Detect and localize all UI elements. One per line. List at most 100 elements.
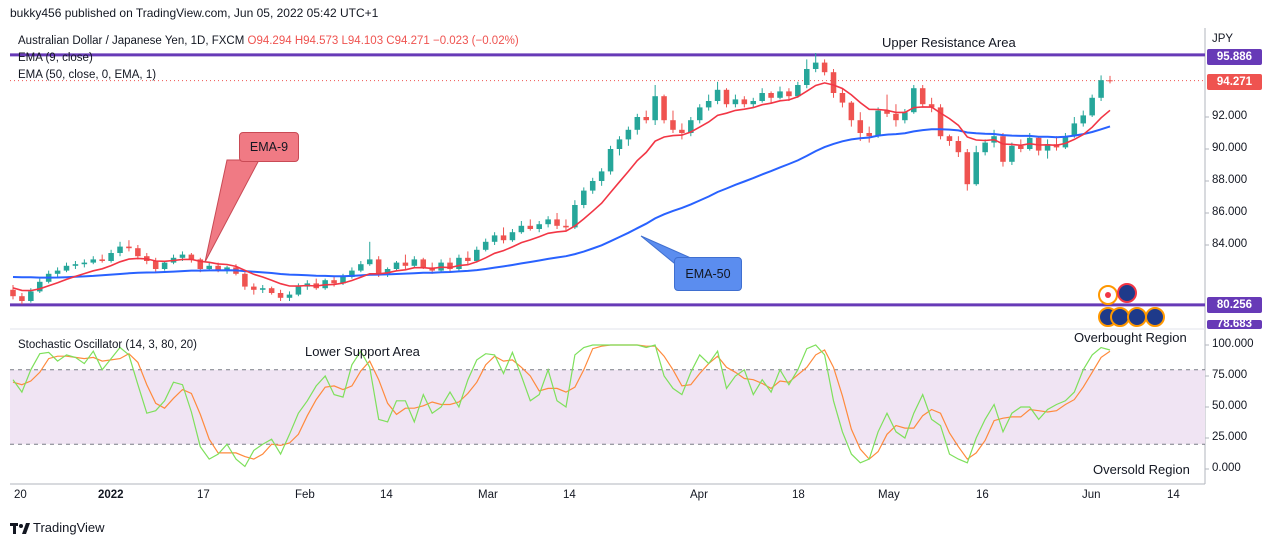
- ohlc-high: H94.573: [294, 35, 339, 47]
- candle: [670, 110, 676, 133]
- candle: [36, 278, 43, 293]
- ema50-callout[interactable]: EMA-50: [674, 257, 742, 291]
- candle-body: [527, 225, 534, 229]
- candle: [1080, 110, 1087, 127]
- candle-body: [10, 289, 16, 297]
- stoch-legend[interactable]: Stochastic Oscillator (14, 3, 80, 20): [18, 339, 197, 351]
- candle: [411, 256, 418, 268]
- candle-body: [518, 225, 525, 233]
- au-flag-icon[interactable]: [1110, 307, 1130, 327]
- price-axis-ticks: [1205, 116, 1209, 470]
- time-tick-label: Apr: [690, 489, 708, 501]
- candle-body: [919, 88, 926, 105]
- candle-body: [536, 224, 542, 229]
- candle: [366, 241, 373, 266]
- time-tick-label: 16: [976, 489, 989, 501]
- publisher-line: bukky456 published on TradingView.com, J…: [10, 6, 379, 20]
- last-price-tag: 94.271: [1207, 74, 1262, 90]
- candle: [402, 254, 409, 269]
- candle-body: [554, 219, 560, 226]
- candle: [456, 254, 462, 271]
- candle: [723, 88, 730, 108]
- candle: [1071, 117, 1078, 138]
- candle: [500, 227, 507, 244]
- candle-body: [812, 62, 819, 69]
- candle-body: [135, 248, 141, 257]
- event-markers[interactable]: [1098, 283, 1165, 327]
- candle-body: [295, 286, 302, 295]
- candle: [812, 53, 819, 73]
- candle-body: [420, 259, 427, 268]
- candle-body: [598, 171, 605, 181]
- candle-body: [268, 288, 275, 293]
- candle-body: [366, 259, 373, 265]
- ema9-legend[interactable]: EMA (9, close): [18, 52, 93, 64]
- candle: [581, 187, 587, 209]
- ema9-line[interactable]: [12, 82, 1111, 292]
- candle: [393, 261, 400, 271]
- candle: [545, 216, 551, 228]
- au-flag-icon[interactable]: [1127, 307, 1147, 327]
- ema50-legend[interactable]: EMA (50, close, 0, EMA, 1): [18, 69, 157, 81]
- ema9-callout[interactable]: EMA-9: [239, 132, 299, 162]
- candle: [991, 129, 997, 148]
- candle: [126, 240, 132, 252]
- candle-body: [447, 262, 453, 269]
- au-flag-icon[interactable]: [1117, 283, 1137, 303]
- stoch-d-line[interactable]: [12, 344, 1111, 460]
- candle-body: [866, 133, 872, 137]
- candle-body: [768, 93, 774, 98]
- candle-body: [688, 120, 694, 133]
- candle-body: [563, 225, 569, 228]
- time-tick-label: 18: [792, 489, 805, 501]
- candle-body: [54, 270, 61, 274]
- candle-body: [1018, 145, 1024, 149]
- candle-body: [188, 254, 195, 260]
- candle: [536, 221, 542, 233]
- candle: [465, 251, 471, 265]
- candle: [696, 104, 703, 124]
- candle: [81, 259, 88, 268]
- candle: [90, 256, 97, 265]
- candle: [509, 229, 516, 242]
- candle-body: [286, 294, 293, 298]
- ema50-line[interactable]: [12, 125, 1111, 279]
- candle-body: [902, 112, 908, 121]
- stoch-k-line[interactable]: [12, 344, 1111, 468]
- candle-body: [482, 241, 489, 250]
- au-flag-icon[interactable]: [1145, 307, 1165, 327]
- candle-body: [224, 267, 230, 271]
- candle: [19, 293, 25, 305]
- candle-body: [705, 101, 712, 108]
- support-price-tag: 80.256: [1207, 297, 1262, 313]
- currency-label: JPY: [1212, 33, 1234, 45]
- ohlc-low: L94.103: [341, 35, 384, 47]
- candle-body: [349, 270, 355, 277]
- candle-body: [1062, 136, 1069, 148]
- candle: [491, 232, 498, 245]
- candle: [1098, 75, 1104, 101]
- candle-body: [696, 107, 703, 121]
- tradingview-logo[interactable]: TradingView: [10, 520, 105, 535]
- symbol-title: Australian Dollar / Japanese Yen, 1D, FX…: [18, 35, 245, 47]
- candle: [99, 254, 105, 263]
- candle: [259, 285, 266, 293]
- candle: [625, 126, 632, 146]
- symbol-legend[interactable]: Australian Dollar / Japanese Yen, 1D, FX…: [18, 35, 519, 47]
- candle: [803, 59, 810, 89]
- upper-resistance-label: Upper Resistance Area: [882, 35, 1016, 50]
- candle: [705, 94, 712, 111]
- candle-body: [741, 99, 748, 105]
- candle: [688, 117, 694, 137]
- candle-body: [384, 269, 391, 274]
- candle-body: [500, 235, 507, 241]
- time-tick-label: 17: [197, 489, 210, 501]
- candle-body: [625, 129, 632, 140]
- candle: [643, 110, 649, 124]
- candle-body: [28, 291, 34, 301]
- candle: [964, 149, 971, 191]
- candle-body: [821, 62, 828, 73]
- candle-body: [581, 190, 587, 205]
- candle-body: [393, 262, 400, 269]
